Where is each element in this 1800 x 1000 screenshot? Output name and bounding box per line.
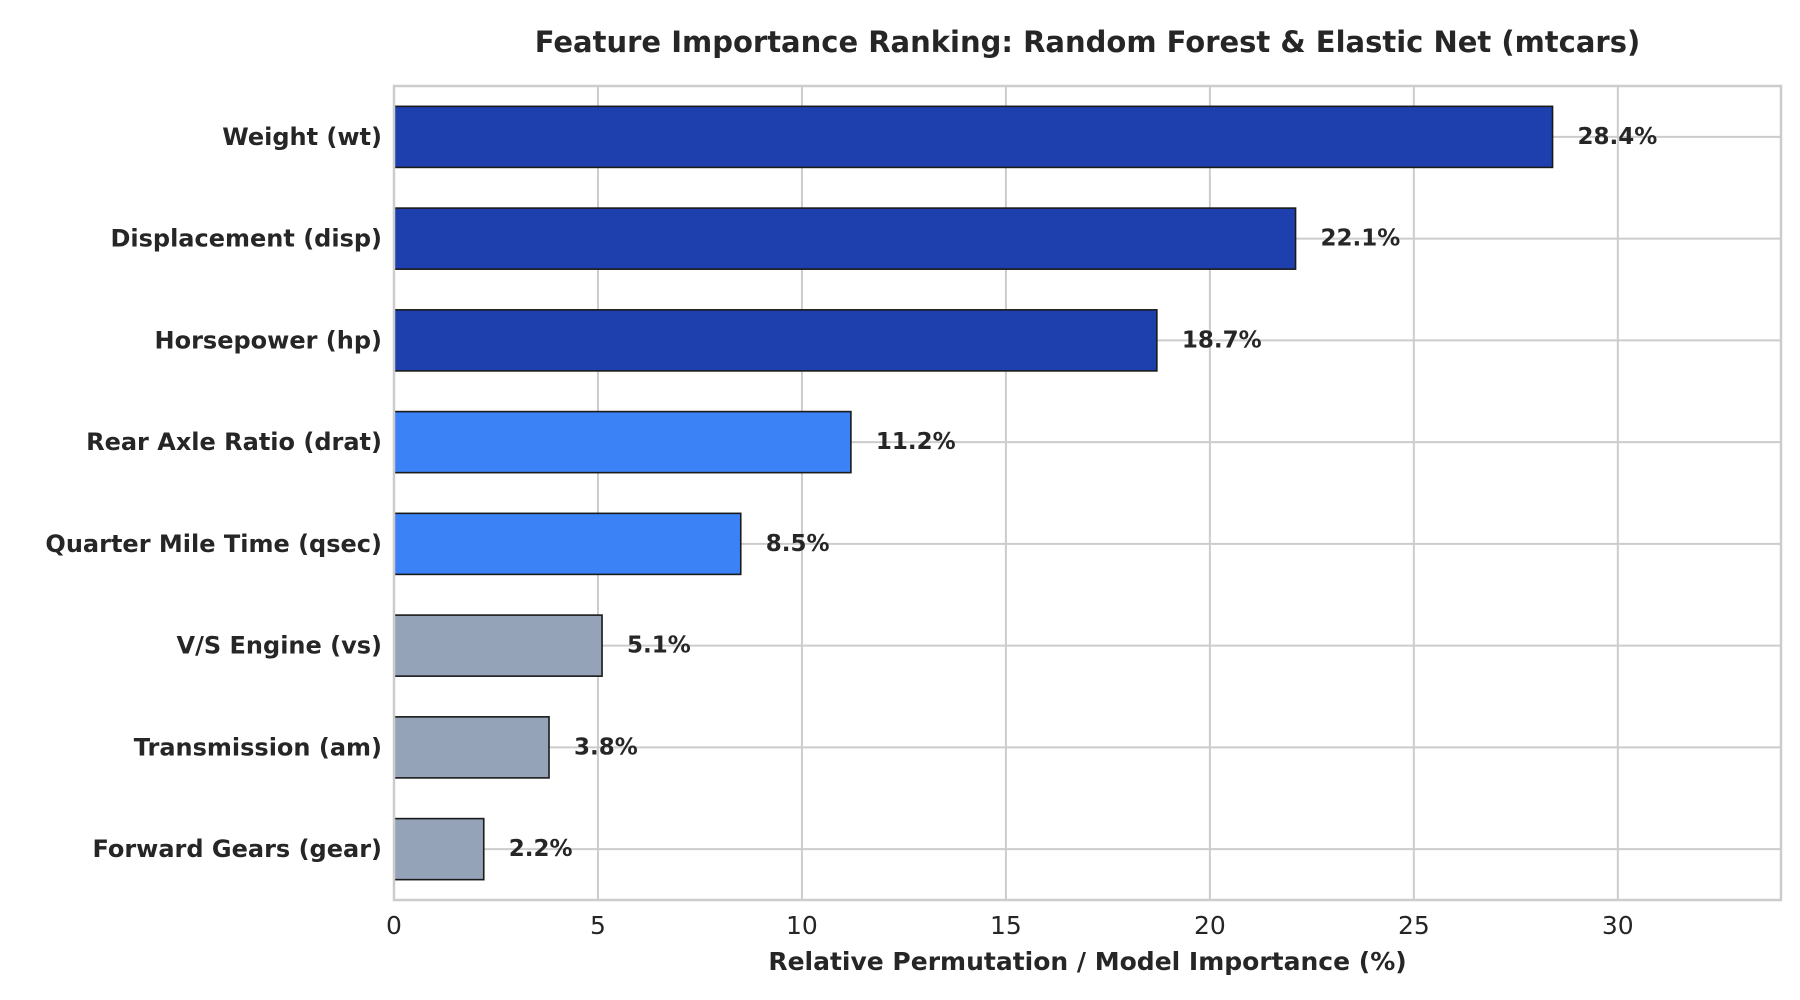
- y-tick-label: Displacement (disp): [110, 225, 382, 253]
- data-label: 18.7%: [1182, 327, 1262, 353]
- bar: [393, 716, 550, 779]
- y-tick-label: Weight (wt): [222, 123, 382, 151]
- label-layer: Weight (wt) 28.4% Displacement (disp) 22.1%…: [45, 123, 1657, 940]
- bar-layer: [393, 105, 1554, 881]
- data-label: 28.4%: [1578, 124, 1658, 150]
- x-tick-label: 15: [990, 911, 1022, 940]
- bar: [393, 512, 742, 576]
- data-label: 2.2%: [509, 836, 573, 862]
- data-label: 8.5%: [766, 531, 830, 557]
- y-tick-label: Quarter Mile Time (qsec): [45, 530, 382, 558]
- bar: [393, 614, 603, 677]
- y-tick-label: V/S Engine (vs): [177, 632, 382, 660]
- plot-frame: [392, 84, 1783, 902]
- bar: [393, 410, 852, 474]
- x-tick-label: 10: [786, 911, 818, 940]
- x-tick-label: 20: [1194, 911, 1226, 940]
- data-label: 11.2%: [876, 429, 956, 455]
- bar: [393, 105, 1554, 169]
- data-label: 22.1%: [1321, 226, 1401, 252]
- y-tick-label: Forward Gears (gear): [92, 835, 382, 863]
- chart-title: Feature Importance Ranking: Random Fores…: [535, 25, 1641, 59]
- bar: [393, 817, 485, 881]
- x-tick-label: 30: [1602, 911, 1634, 940]
- x-tick-label: 25: [1398, 911, 1430, 940]
- x-tick-label: 5: [590, 911, 606, 940]
- bar: [393, 309, 1158, 372]
- x-axis-label: Relative Permutation / Model Importance …: [768, 947, 1406, 976]
- bar: [393, 207, 1297, 270]
- y-tick-label: Horsepower (hp): [155, 326, 382, 354]
- data-label: 5.1%: [627, 633, 691, 659]
- x-tick-label: 0: [386, 911, 402, 940]
- data-label: 3.8%: [574, 734, 638, 760]
- y-tick-label: Rear Axle Ratio (drat): [86, 428, 382, 456]
- y-tick-label: Transmission (am): [134, 733, 382, 761]
